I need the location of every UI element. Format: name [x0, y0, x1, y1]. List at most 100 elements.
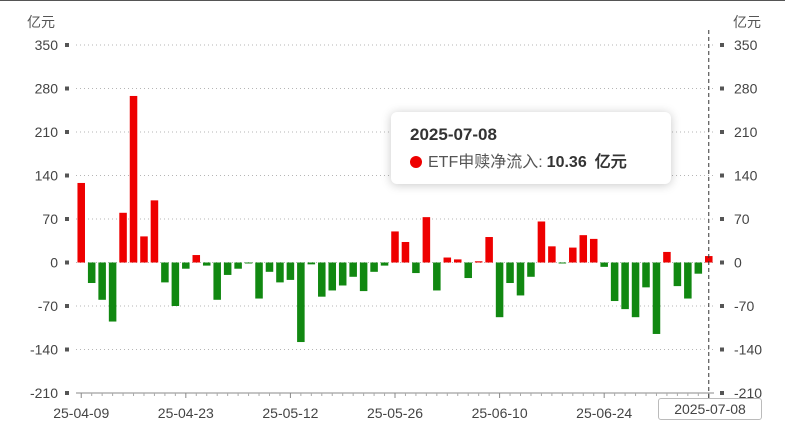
bar[interactable]: [506, 262, 514, 284]
bar[interactable]: [370, 262, 378, 272]
bar[interactable]: [474, 261, 483, 263]
bar[interactable]: [401, 241, 410, 263]
y-tick-mark: [65, 173, 69, 178]
bar[interactable]: [234, 262, 242, 269]
bar[interactable]: [213, 262, 221, 300]
y-tick-label: 0: [50, 255, 58, 271]
bar[interactable]: [495, 262, 504, 318]
bar[interactable]: [338, 262, 347, 286]
bar[interactable]: [359, 262, 368, 292]
bar[interactable]: [108, 262, 117, 322]
bar[interactable]: [87, 262, 96, 284]
bar[interactable]: [119, 212, 127, 263]
grid-lines: [76, 44, 714, 394]
bar[interactable]: [548, 246, 556, 263]
bar[interactable]: [98, 262, 106, 300]
bar[interactable]: [255, 262, 263, 299]
y-tick-mark: [720, 347, 724, 352]
bar[interactable]: [485, 237, 493, 263]
bar[interactable]: [391, 231, 399, 263]
bar[interactable]: [631, 262, 640, 318]
bar[interactable]: [307, 262, 316, 265]
bar[interactable]: [328, 262, 337, 291]
bar[interactable]: [244, 262, 253, 264]
y-tick-label: 70: [734, 211, 750, 227]
bar[interactable]: [223, 262, 232, 275]
y-tick-label: 0: [734, 255, 742, 271]
bar[interactable]: [140, 236, 148, 263]
y-tick-label: 140: [734, 168, 758, 184]
bar[interactable]: [297, 262, 305, 343]
y-tick-mark: [65, 130, 69, 134]
y-tick-mark: [720, 173, 724, 178]
bar[interactable]: [569, 247, 577, 263]
bar[interactable]: [276, 262, 284, 283]
tooltip-date: 2025-07-08: [410, 125, 497, 144]
y-unit-right: 亿元: [733, 14, 761, 30]
bar[interactable]: [77, 182, 85, 263]
tooltip-row: ETF申赎净流入: 10.36 亿元: [410, 152, 671, 174]
bar[interactable]: [150, 200, 159, 263]
y-tick-label: 70: [42, 211, 58, 227]
bar[interactable]: [286, 262, 295, 280]
bar[interactable]: [192, 255, 201, 263]
y-tick-label: 280: [35, 81, 59, 97]
bar[interactable]: [694, 262, 703, 274]
bar[interactable]: [161, 262, 169, 283]
bar[interactable]: [600, 262, 608, 267]
y-tick-mark: [720, 86, 724, 91]
bar[interactable]: [527, 262, 535, 277]
bar[interactable]: [202, 262, 211, 266]
y-tick-mark: [65, 347, 69, 352]
top-border: [0, 0, 785, 1]
bar[interactable]: [621, 262, 629, 310]
bar[interactable]: [349, 262, 357, 277]
bar[interactable]: [642, 262, 650, 288]
bar[interactable]: [129, 95, 138, 263]
y-tick-mark: [65, 304, 69, 308]
bar[interactable]: [443, 257, 452, 263]
bar[interactable]: [380, 262, 389, 266]
y-tick-mark: [65, 43, 69, 47]
bar[interactable]: [182, 262, 190, 269]
y-tick-label: 210: [734, 124, 758, 140]
y-tick-label: -210: [30, 385, 58, 401]
bar[interactable]: [684, 262, 692, 299]
y-tick-label: -210: [734, 385, 762, 401]
y-tick-label: 350: [734, 37, 758, 53]
y-tick-mark: [720, 217, 724, 221]
bar[interactable]: [652, 262, 661, 334]
tooltip: 2025-07-08 ETF申赎净流入: 10.36 亿元: [391, 112, 671, 184]
y-tick-label: 140: [35, 168, 59, 184]
bar[interactable]: [610, 262, 619, 302]
y-axis-right: 350 280 210 140 70 0 -70 -140 -210: [720, 37, 762, 401]
y-unit-left: 亿元: [27, 14, 55, 30]
bar[interactable]: [516, 262, 525, 296]
series-marker-icon: [410, 156, 422, 168]
y-tick-mark: [65, 86, 69, 91]
bar[interactable]: [537, 221, 546, 263]
bar[interactable]: [663, 251, 671, 263]
y-tick-mark: [720, 43, 724, 47]
bar[interactable]: [464, 262, 472, 279]
y-tick-mark: [720, 130, 724, 134]
bar[interactable]: [589, 238, 598, 263]
bars: [77, 95, 713, 343]
bar[interactable]: [412, 262, 420, 274]
bar[interactable]: [171, 262, 180, 307]
bar[interactable]: [673, 262, 682, 287]
bar[interactable]: [579, 235, 588, 263]
y-tick-label: -70: [38, 298, 58, 314]
y-tick-mark: [720, 260, 724, 265]
tooltip-unit: 亿元: [594, 154, 627, 171]
y-tick-label: 350: [35, 37, 59, 53]
tooltip-value: 10.36: [546, 154, 587, 171]
bar[interactable]: [433, 262, 441, 291]
bar[interactable]: [422, 217, 431, 263]
bar[interactable]: [705, 256, 713, 263]
bar[interactable]: [318, 262, 326, 297]
bar[interactable]: [453, 259, 462, 263]
bar[interactable]: [558, 262, 567, 264]
bar[interactable]: [265, 262, 274, 272]
